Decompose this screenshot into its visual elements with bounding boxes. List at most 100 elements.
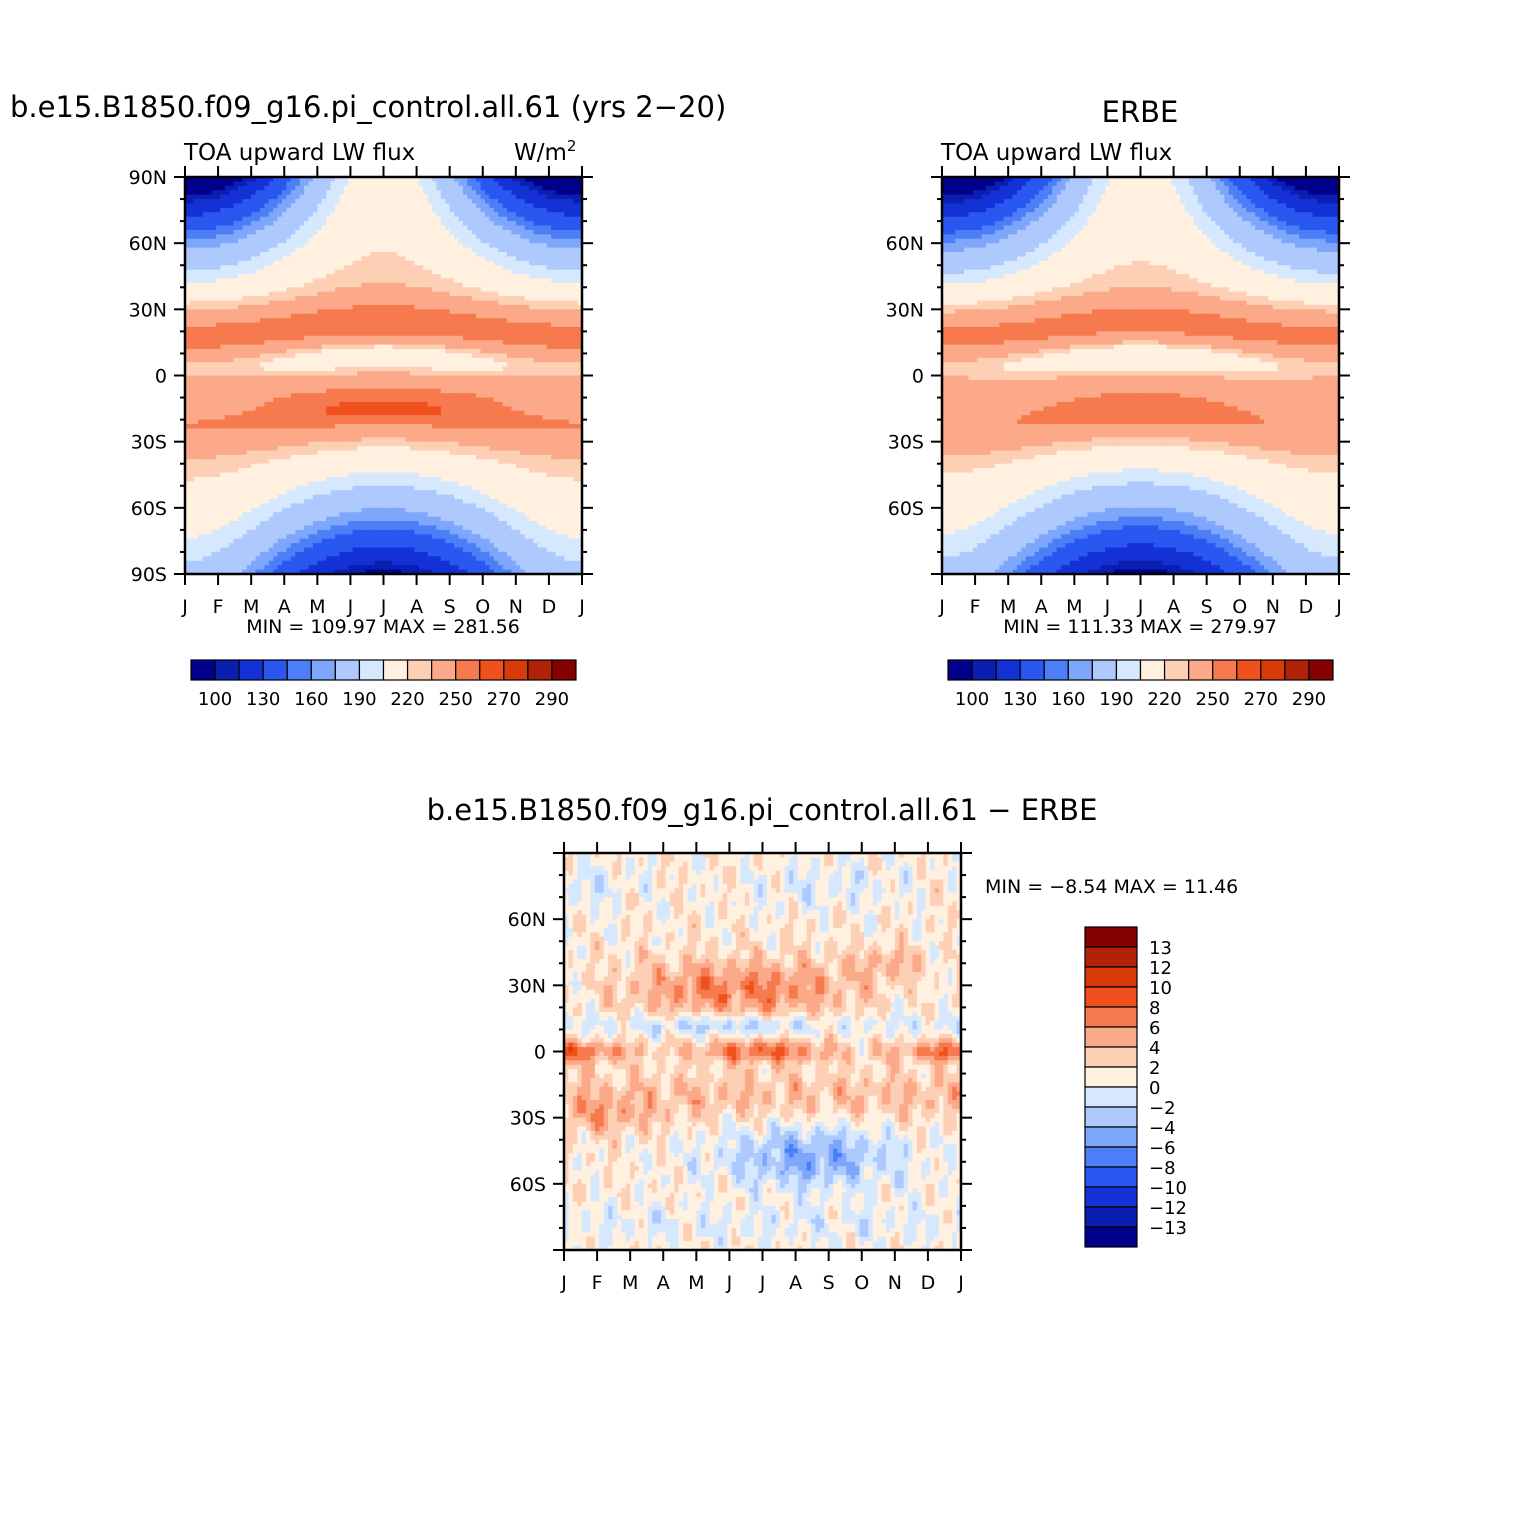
model-cell — [458, 393, 464, 399]
model-cell — [251, 291, 257, 297]
model-cell — [357, 410, 363, 416]
model-cell — [432, 304, 438, 310]
model-cell — [370, 406, 376, 412]
model-cell — [551, 309, 557, 315]
model-cell — [511, 177, 517, 183]
model-cell — [312, 331, 318, 337]
model-cell — [502, 379, 508, 385]
model-cell — [273, 362, 279, 368]
model-cell — [480, 384, 486, 390]
model-cell — [432, 229, 438, 235]
model-cell — [524, 313, 530, 319]
model-cell — [273, 243, 279, 249]
model-cell — [432, 388, 438, 394]
model-cell — [229, 260, 235, 266]
model-cell — [334, 344, 340, 350]
model-cell — [330, 216, 336, 222]
model-cell — [520, 388, 526, 394]
model-cell — [454, 207, 460, 213]
model-cell — [317, 415, 323, 421]
model-cell — [493, 331, 499, 337]
model-cell — [330, 274, 336, 280]
model-cell — [405, 415, 411, 421]
model-cell — [290, 269, 296, 275]
model-cell — [304, 296, 310, 302]
model-cell — [520, 203, 526, 209]
model-cell — [471, 238, 477, 244]
model-cell — [480, 410, 486, 416]
model-cell — [299, 300, 305, 306]
model-cell — [476, 190, 482, 196]
model-cell — [237, 419, 243, 425]
model-cell — [193, 401, 199, 407]
model-cell — [440, 251, 446, 257]
model-cell — [339, 340, 345, 346]
model-cell — [387, 251, 393, 257]
model-cell — [405, 300, 411, 306]
model-cell — [286, 349, 292, 355]
model-cell — [357, 397, 363, 403]
model-cell — [255, 287, 261, 293]
model-cell — [498, 287, 504, 293]
model-cell — [304, 216, 310, 222]
model-cell — [233, 225, 239, 231]
model-cell — [524, 309, 530, 315]
model-cell — [343, 269, 349, 275]
model-cell — [220, 247, 226, 253]
model-cell — [229, 225, 235, 231]
model-cell — [529, 207, 535, 213]
model-cell — [546, 194, 552, 200]
model-cell — [440, 375, 446, 381]
model-cell — [551, 234, 557, 240]
model-cell — [317, 344, 323, 350]
model-cell — [286, 265, 292, 271]
model-cell — [259, 401, 265, 407]
model-cell — [290, 415, 296, 421]
model-cell — [515, 260, 521, 266]
model-cell — [524, 225, 530, 231]
model-cell — [246, 362, 252, 368]
model-cell — [564, 410, 570, 416]
model-cell — [546, 362, 552, 368]
model-cell — [454, 212, 460, 218]
model-cell — [515, 247, 521, 253]
model-cell — [454, 291, 460, 297]
model-cell — [224, 357, 230, 363]
model-cell — [339, 225, 345, 231]
model-cell — [312, 199, 318, 205]
model-cell — [409, 296, 415, 302]
model-units-superscript: 2 — [567, 137, 577, 155]
model-cell — [343, 190, 349, 196]
model-cell — [339, 388, 345, 394]
model-cell — [321, 344, 327, 350]
model-cell — [471, 194, 477, 200]
model-cell — [387, 401, 393, 407]
model-cell — [334, 353, 340, 359]
model-cell — [493, 194, 499, 200]
model-cell — [396, 256, 402, 262]
model-cell — [339, 406, 345, 412]
model-cell — [418, 269, 424, 275]
model-cell — [387, 260, 393, 266]
model-cell — [458, 322, 464, 328]
model-cell — [458, 357, 464, 363]
model-cell — [357, 229, 363, 235]
model-cell — [348, 185, 354, 191]
model-cell — [365, 260, 371, 266]
model-cell — [193, 251, 199, 257]
model-cell — [546, 331, 552, 337]
model-cell — [458, 379, 464, 385]
model-cell — [308, 388, 314, 394]
model-cell — [299, 357, 305, 363]
model-cell — [259, 366, 265, 372]
model-cell — [520, 410, 526, 416]
model-cell — [493, 278, 499, 284]
model-cell — [326, 221, 332, 227]
model-cell — [405, 406, 411, 412]
model-cell — [559, 181, 565, 187]
model-cell — [484, 190, 490, 196]
model-cell — [308, 221, 314, 227]
model-cell — [529, 238, 535, 244]
model-cell — [471, 300, 477, 306]
model-cell — [427, 415, 433, 421]
